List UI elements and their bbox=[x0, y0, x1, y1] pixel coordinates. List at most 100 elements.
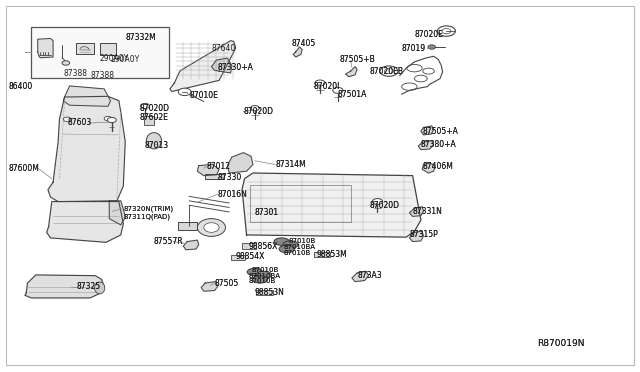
Ellipse shape bbox=[256, 271, 271, 279]
Text: 87314M: 87314M bbox=[275, 160, 306, 169]
Text: 87010B: 87010B bbox=[288, 238, 316, 244]
Text: 87557R: 87557R bbox=[154, 237, 184, 246]
Text: 87019: 87019 bbox=[402, 44, 426, 53]
Bar bbox=[250, 185, 351, 222]
Polygon shape bbox=[170, 41, 236, 92]
Text: 87330+A: 87330+A bbox=[218, 63, 253, 72]
Bar bbox=[205, 174, 224, 179]
Text: 87301: 87301 bbox=[255, 208, 279, 217]
Ellipse shape bbox=[178, 88, 191, 96]
Text: 87602E: 87602E bbox=[140, 113, 169, 122]
Text: 87505: 87505 bbox=[214, 279, 239, 288]
Text: 87020D: 87020D bbox=[370, 201, 400, 210]
Ellipse shape bbox=[372, 199, 383, 205]
Text: 87020I: 87020I bbox=[314, 82, 340, 91]
Text: 98856X: 98856X bbox=[248, 241, 278, 250]
Text: 87330: 87330 bbox=[218, 173, 242, 182]
Text: 98854X: 98854X bbox=[236, 252, 265, 261]
Polygon shape bbox=[227, 153, 253, 173]
Text: 87406M: 87406M bbox=[422, 162, 453, 171]
Polygon shape bbox=[352, 271, 369, 282]
Ellipse shape bbox=[95, 282, 105, 294]
Text: R870019N: R870019N bbox=[537, 339, 584, 348]
Text: 98853N: 98853N bbox=[255, 288, 285, 297]
Bar bbox=[256, 290, 273, 295]
Text: 87020D: 87020D bbox=[140, 104, 170, 113]
Text: 87405: 87405 bbox=[291, 39, 316, 48]
Polygon shape bbox=[211, 58, 232, 73]
Bar bbox=[242, 243, 256, 249]
Text: 87311Q(PAD): 87311Q(PAD) bbox=[124, 213, 170, 219]
Text: 87020D: 87020D bbox=[140, 104, 170, 113]
Text: 87320N(TRIM): 87320N(TRIM) bbox=[124, 206, 173, 212]
Ellipse shape bbox=[283, 241, 298, 248]
Text: 98853N: 98853N bbox=[255, 288, 285, 297]
Text: 87010BA: 87010BA bbox=[284, 244, 316, 250]
Text: 87010B: 87010B bbox=[288, 238, 316, 244]
Text: 87010BA: 87010BA bbox=[248, 273, 280, 279]
Text: 87325: 87325 bbox=[76, 282, 100, 291]
Text: 87013: 87013 bbox=[145, 141, 168, 150]
Text: 87010B: 87010B bbox=[248, 278, 276, 284]
Text: 87020I: 87020I bbox=[314, 82, 340, 91]
Ellipse shape bbox=[141, 103, 150, 109]
Polygon shape bbox=[47, 202, 124, 242]
Text: 87600M: 87600M bbox=[8, 164, 39, 173]
Ellipse shape bbox=[62, 61, 70, 65]
Text: 87010BA: 87010BA bbox=[284, 244, 316, 250]
Polygon shape bbox=[109, 201, 125, 225]
Text: 87501A: 87501A bbox=[338, 90, 367, 99]
Polygon shape bbox=[38, 38, 53, 58]
Text: 86400: 86400 bbox=[8, 82, 33, 91]
Polygon shape bbox=[410, 207, 424, 217]
Ellipse shape bbox=[104, 116, 112, 121]
Ellipse shape bbox=[247, 268, 262, 276]
Text: 87332M: 87332M bbox=[125, 33, 156, 42]
Text: 87020D: 87020D bbox=[370, 201, 400, 210]
Text: 87505+A: 87505+A bbox=[422, 126, 458, 136]
Text: 87016N: 87016N bbox=[218, 190, 248, 199]
Text: 87020EB: 87020EB bbox=[370, 67, 404, 76]
Text: 87600M: 87600M bbox=[8, 164, 39, 173]
Polygon shape bbox=[183, 240, 198, 250]
Text: 87603: 87603 bbox=[68, 119, 92, 128]
Text: 873A3: 873A3 bbox=[357, 271, 381, 280]
Text: 87012: 87012 bbox=[206, 162, 230, 171]
Bar bbox=[31, 27, 169, 78]
Polygon shape bbox=[410, 231, 424, 241]
Text: 87320N(TRIM): 87320N(TRIM) bbox=[124, 206, 173, 212]
Ellipse shape bbox=[315, 80, 325, 86]
Ellipse shape bbox=[333, 87, 343, 93]
Text: 87010B: 87010B bbox=[252, 267, 279, 273]
Ellipse shape bbox=[204, 223, 219, 232]
Ellipse shape bbox=[428, 45, 436, 49]
Text: 87016N: 87016N bbox=[218, 190, 248, 199]
Text: 87501A: 87501A bbox=[338, 90, 367, 99]
Bar bbox=[178, 222, 197, 230]
Text: 87019: 87019 bbox=[402, 44, 426, 53]
Text: 98856X: 98856X bbox=[248, 241, 278, 250]
Text: 87406M: 87406M bbox=[422, 162, 453, 171]
Bar bbox=[100, 43, 116, 55]
Text: 87388: 87388 bbox=[63, 69, 87, 78]
Text: 87315P: 87315P bbox=[410, 230, 438, 240]
Text: 87020EB: 87020EB bbox=[370, 67, 404, 76]
Text: 87010E: 87010E bbox=[189, 91, 218, 100]
Polygon shape bbox=[63, 86, 111, 106]
Text: 87020E: 87020E bbox=[415, 29, 444, 39]
Text: 87505+B: 87505+B bbox=[339, 55, 375, 64]
Polygon shape bbox=[201, 282, 218, 291]
Ellipse shape bbox=[274, 238, 289, 245]
Text: 98854X: 98854X bbox=[236, 252, 265, 261]
Text: 87332M: 87332M bbox=[125, 33, 156, 42]
Text: 290A0Y: 290A0Y bbox=[111, 55, 140, 64]
Text: 87602E: 87602E bbox=[140, 113, 169, 122]
Text: 87010E: 87010E bbox=[189, 91, 218, 100]
Text: 87330: 87330 bbox=[218, 173, 242, 182]
Text: 290A0Y: 290A0Y bbox=[100, 54, 129, 62]
Text: 87640: 87640 bbox=[211, 44, 236, 53]
Text: 87013: 87013 bbox=[145, 141, 168, 150]
Polygon shape bbox=[422, 163, 435, 173]
Text: 87380+A: 87380+A bbox=[421, 140, 457, 149]
Text: 87020E: 87020E bbox=[415, 29, 444, 39]
